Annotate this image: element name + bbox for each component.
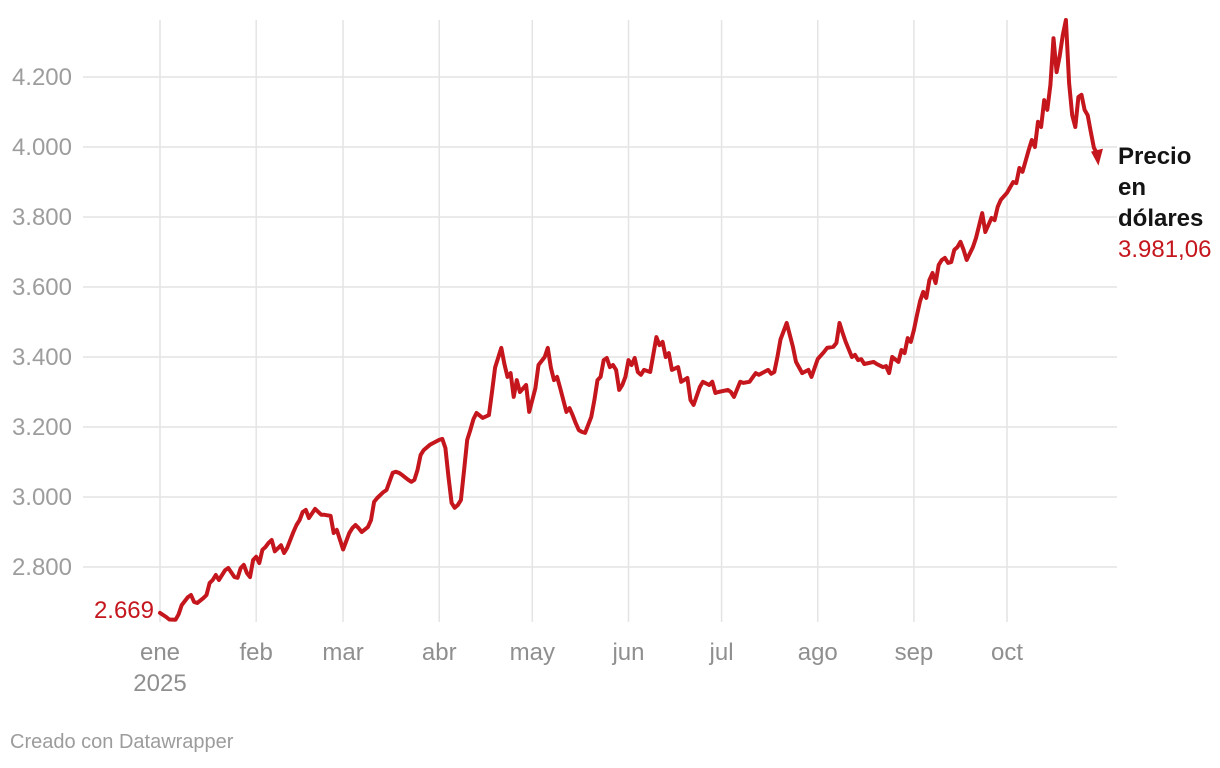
x-axis-label-abr: abr bbox=[422, 639, 457, 666]
x-axis-label-feb: feb bbox=[239, 639, 272, 666]
x-axis-label-mar: mar bbox=[322, 639, 363, 666]
y-axis-label-4.000: 4.000 bbox=[12, 134, 72, 161]
series-annotation-title: Precio en dólares bbox=[1118, 141, 1220, 234]
x-axis-label-sep: sep bbox=[895, 639, 934, 666]
y-axis-label-3.600: 3.600 bbox=[12, 274, 72, 301]
y-axis-label-2.800: 2.800 bbox=[12, 554, 72, 581]
series-annotation: Precio en dólares 3.981,06 bbox=[1118, 141, 1220, 265]
start-value-label: 2.669 bbox=[93, 597, 154, 624]
line-end-arrow-icon bbox=[1090, 148, 1103, 166]
x-axis-label-ago: ago bbox=[798, 639, 838, 666]
y-axis-label-3.200: 3.200 bbox=[12, 414, 72, 441]
series-annotation-line: en bbox=[1118, 174, 1147, 201]
y-axis-label-4.200: 4.200 bbox=[12, 64, 72, 91]
y-axis-label-3.800: 3.800 bbox=[12, 204, 72, 231]
x-axis-label-jul: jul bbox=[709, 639, 734, 666]
y-axis-label-3.400: 3.400 bbox=[12, 344, 72, 371]
x-axis-label-ene: ene bbox=[140, 639, 180, 666]
end-value-label: 3.981,06 bbox=[1118, 236, 1212, 263]
series-annotation-line: dólares bbox=[1118, 205, 1204, 232]
x-axis-year-label: 2025 bbox=[133, 670, 186, 697]
x-axis-label-oct: oct bbox=[991, 639, 1023, 666]
x-axis-label-jun: jun bbox=[611, 639, 644, 666]
y-axis-label-3.000: 3.000 bbox=[12, 484, 72, 511]
datawrapper-credit-link[interactable]: Creado con Datawrapper bbox=[10, 731, 234, 753]
series-annotation-line: Precio bbox=[1118, 143, 1192, 170]
price-line bbox=[158, 18, 1099, 622]
x-axis-label-may: may bbox=[510, 639, 555, 666]
